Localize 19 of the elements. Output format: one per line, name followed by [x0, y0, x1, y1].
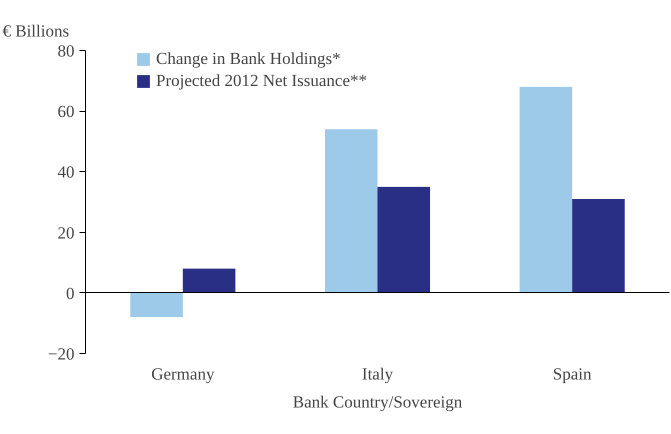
bar: [324, 129, 378, 293]
legend-label: Projected 2012 Net Issuance**: [156, 71, 368, 91]
legend-label: Change in Bank Holdings*: [156, 49, 341, 69]
y-tick-label: 80: [58, 42, 74, 60]
bar: [182, 268, 236, 293]
bar: [572, 198, 625, 293]
y-tick-label: 0: [66, 284, 74, 303]
y-tick-label: 40: [58, 162, 74, 182]
x-tick-label: Spain: [552, 364, 592, 384]
bar: [130, 292, 183, 318]
y-tick-label: 60: [58, 102, 74, 122]
y-axis-title: € Billions: [2, 22, 70, 40]
x-axis-title: Bank Country/Sovereign: [292, 392, 463, 412]
x-tick-label: Germany: [151, 364, 215, 384]
bar: [378, 186, 430, 293]
y-tick-label: 20: [58, 223, 74, 242]
x-tick-label: Italy: [362, 364, 394, 384]
bar: [520, 86, 572, 293]
y-tick-label: −20: [48, 344, 75, 364]
